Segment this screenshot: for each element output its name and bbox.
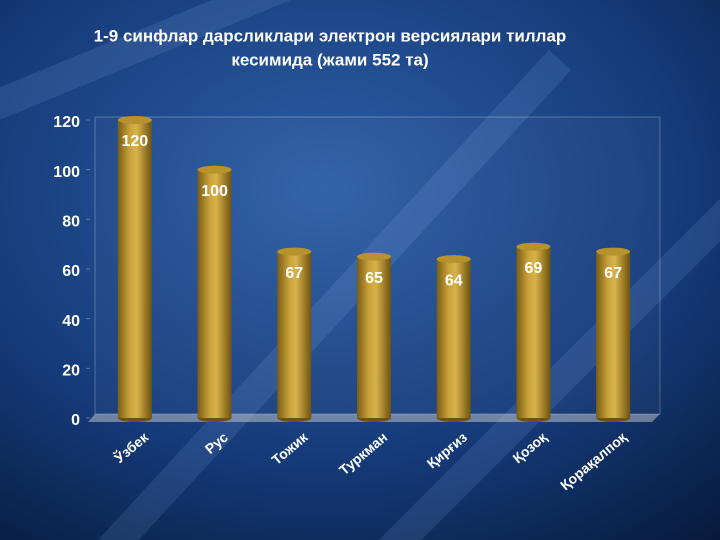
bar-top	[516, 242, 551, 251]
value-label: 67	[285, 265, 303, 282]
y-tick-label: 80	[62, 214, 80, 231]
bar-top	[357, 252, 391, 261]
bar	[516, 246, 551, 418]
bar-top	[277, 247, 312, 256]
bar	[436, 259, 471, 418]
value-label: 65	[365, 270, 383, 287]
bar-top	[596, 247, 631, 256]
y-tick-label: 60	[62, 263, 80, 280]
chart-title: 1-9 синфлар дарсликлари электрон версиял…	[94, 26, 567, 45]
bar-top	[197, 165, 232, 174]
value-label: 69	[525, 260, 543, 277]
y-tick-label: 120	[53, 114, 80, 131]
y-tick-label: 20	[62, 363, 80, 380]
y-tick-label: 0	[71, 412, 80, 429]
value-label: 67	[604, 265, 622, 282]
bar	[277, 251, 312, 418]
bar	[197, 169, 232, 418]
chart-title: кесимида (жами 552 та)	[231, 50, 428, 69]
bar-top	[436, 255, 471, 264]
value-label: 100	[201, 183, 228, 200]
bar	[117, 120, 152, 418]
y-tick-label: 40	[62, 313, 80, 330]
bar	[596, 251, 631, 418]
value-label: 64	[445, 272, 463, 289]
y-tick-label: 100	[53, 164, 80, 181]
bar-top	[117, 116, 152, 124]
bar	[357, 256, 391, 418]
value-label: 120	[122, 133, 149, 150]
plot-area	[94, 116, 661, 415]
